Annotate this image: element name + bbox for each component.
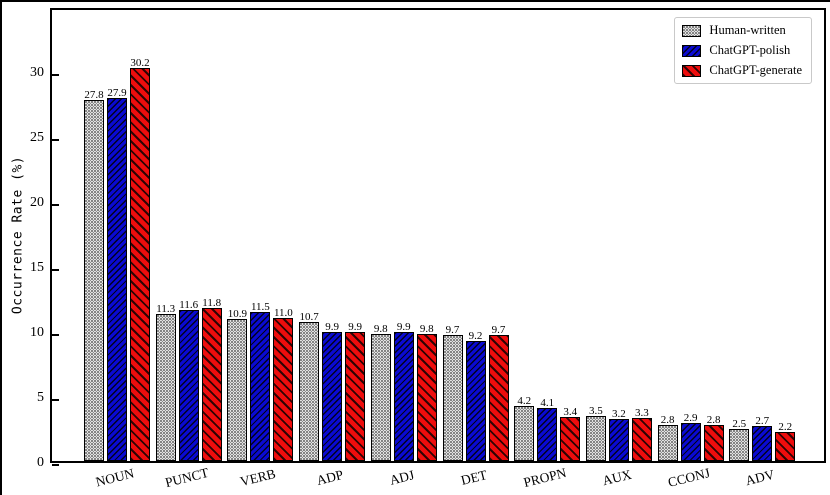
- bar-chatgpt-generate-verb: [273, 318, 294, 461]
- bar-chatgpt-polish-adv: [752, 425, 773, 461]
- bar-value-label: 3.4: [563, 405, 578, 418]
- y-tick-mark: [52, 464, 59, 466]
- bar-chatgpt-generate-adv: [775, 432, 796, 461]
- x-tick-label-adv: ADV: [744, 466, 777, 489]
- bar-value-label: 9.8: [419, 322, 434, 335]
- bar-chatgpt-generate-adj: [416, 333, 437, 461]
- x-tick-label-noun: NOUN: [94, 465, 136, 490]
- bar-human-written-propn: [514, 406, 535, 461]
- bar-human-written-adj: [370, 333, 391, 461]
- bar-human-written-cconj: [657, 424, 678, 461]
- bar-value-label: 9.9: [348, 321, 362, 334]
- bar-chatgpt-polish-propn: [537, 407, 558, 461]
- y-tick-label: 20: [30, 195, 44, 210]
- legend-entry: ChatGPT-polish: [682, 43, 802, 58]
- bar-value-label: 2.7: [755, 414, 770, 427]
- bar-chatgpt-polish-noun: [107, 98, 127, 461]
- y-tick-label: 5: [37, 390, 44, 405]
- bar-value-label: 11.8: [202, 296, 222, 309]
- bar-value-label: 9.9: [396, 321, 411, 334]
- bar-value-label: 4.1: [540, 396, 555, 409]
- plot-inner: 27.8 27.9 30.2 11.3 11.6 11.8 10.9 11.5 11.0 10.7…: [52, 10, 824, 466]
- bar-value-label: 10.7: [299, 310, 319, 323]
- bar-value-label: 2.8: [660, 413, 675, 426]
- legend-swatch-icon: [682, 64, 702, 77]
- y-tick-mark: [52, 334, 59, 336]
- bar-value-label: 27.9: [107, 87, 127, 100]
- y-tick-mark: [52, 204, 59, 206]
- bar-value-label: 11.6: [179, 299, 199, 312]
- bar-chatgpt-generate-noun: [130, 68, 150, 461]
- bar-chatgpt-generate-punct: [201, 307, 222, 461]
- bar-value-label: 2.5: [732, 417, 747, 430]
- x-tick-label-punct: PUNCT: [163, 464, 210, 491]
- y-tick-label: 15: [30, 260, 44, 275]
- bar-chatgpt-polish-aux: [608, 419, 629, 461]
- bar-value-label: 2.8: [706, 413, 721, 426]
- bar-human-written-noun: [84, 99, 104, 461]
- bar-chatgpt-generate-adp: [345, 332, 366, 461]
- bar-chatgpt-polish-cconj: [680, 423, 701, 461]
- bar-human-written-adp: [299, 321, 320, 461]
- bar-chatgpt-generate-cconj: [703, 424, 724, 461]
- bar-chatgpt-polish-det: [465, 341, 486, 461]
- bar-value-label: 2.9: [683, 412, 698, 425]
- y-tick-label: 0: [37, 455, 44, 470]
- legend-entry: ChatGPT-generate: [682, 63, 802, 78]
- bar-human-written-verb: [227, 319, 248, 461]
- y-tick-label: 10: [30, 325, 44, 340]
- legend-label: ChatGPT-generate: [709, 63, 802, 77]
- bar-chatgpt-polish-punct: [178, 310, 199, 461]
- x-tick-label-adp: ADP: [315, 466, 345, 489]
- x-tick-label-propn: PROPN: [522, 464, 569, 491]
- legend: Human-written ChatGPT-polish ChatGPT-gener…: [674, 17, 812, 84]
- bar-chatgpt-generate-det: [488, 334, 509, 461]
- legend-label: Human-written: [709, 23, 786, 37]
- y-tick-label: 30: [30, 65, 44, 80]
- x-tick-label-det: DET: [458, 467, 488, 488]
- bar-value-label: 4.2: [517, 395, 532, 408]
- bar-value-label: 30.2: [130, 57, 150, 70]
- bar-human-written-punct: [155, 314, 176, 461]
- legend-entry: Human-written: [682, 23, 802, 38]
- bar-human-written-adv: [729, 428, 750, 461]
- bar-human-written-aux: [585, 415, 606, 461]
- y-tick-mark: [52, 74, 59, 76]
- bar-value-label: 2.2: [778, 421, 793, 434]
- legend-swatch-icon: [682, 44, 702, 57]
- bar-value-label: 9.9: [325, 321, 339, 334]
- bar-value-label: 27.8: [84, 88, 104, 101]
- x-tick-label-cconj: CCONJ: [665, 465, 712, 490]
- bar-chatgpt-generate-propn: [560, 416, 581, 461]
- y-tick-mark: [52, 399, 59, 401]
- bar-chatgpt-polish-verb: [250, 311, 271, 461]
- bar-chatgpt-polish-adp: [322, 332, 343, 461]
- y-tick-mark: [52, 139, 59, 141]
- x-tick-label-aux: AUX: [600, 466, 633, 489]
- bar-value-label: 9.2: [468, 330, 483, 343]
- bar-value-label: 9.7: [491, 323, 506, 336]
- x-tick-label-verb: VERB: [238, 465, 278, 490]
- bar-value-label: 11.5: [250, 300, 270, 313]
- y-tick-label: 25: [30, 130, 44, 145]
- legend-label: ChatGPT-polish: [709, 43, 791, 57]
- bar-value-label: 11.0: [273, 307, 293, 319]
- x-tick-label-adj: ADJ: [387, 467, 416, 488]
- y-tick-mark: [52, 269, 59, 271]
- bar-value-label: 3.3: [635, 407, 649, 420]
- bar-chatgpt-polish-adj: [393, 332, 414, 461]
- y-axis-label: Occurrence Rate (%): [10, 155, 26, 315]
- bar-value-label: 3.2: [612, 408, 626, 421]
- bar-value-label: 9.8: [373, 322, 388, 335]
- bar-value-label: 3.5: [589, 404, 603, 417]
- legend-swatch-icon: [682, 24, 702, 37]
- bar-value-label: 10.9: [227, 308, 248, 321]
- bar-human-written-det: [442, 334, 463, 461]
- bar-value-label: 11.3: [156, 303, 176, 316]
- bar-chatgpt-generate-aux: [631, 418, 652, 461]
- bar-value-label: 9.7: [445, 323, 460, 336]
- plot-area: 27.8 27.9 30.2 11.3 11.6 11.8 10.9 11.5 11.0 10.7…: [50, 8, 826, 466]
